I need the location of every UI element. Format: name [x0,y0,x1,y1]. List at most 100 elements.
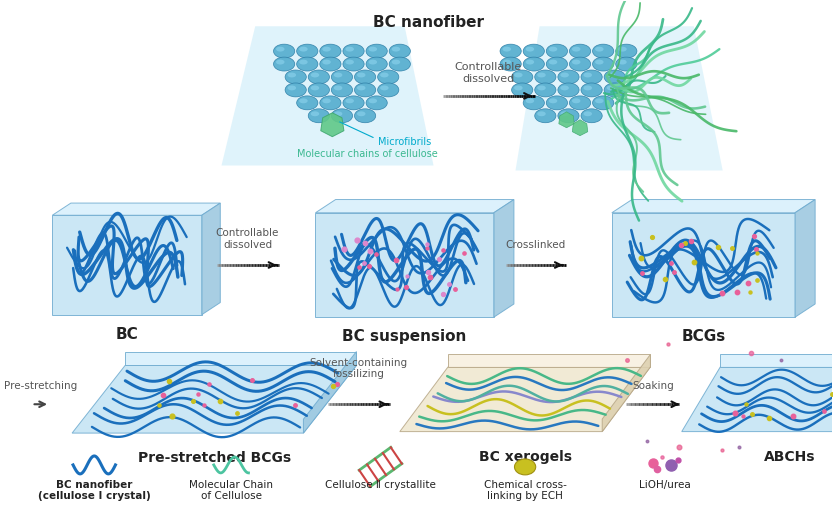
Ellipse shape [355,109,376,123]
Ellipse shape [285,83,307,97]
Text: BC nanofiber
(cellulose Ⅰ crystal): BC nanofiber (cellulose Ⅰ crystal) [37,480,151,501]
Ellipse shape [592,96,614,110]
Text: Pre-stretching: Pre-stretching [3,381,77,391]
Ellipse shape [355,70,376,84]
Ellipse shape [618,47,626,52]
Ellipse shape [581,83,602,97]
Text: Soaking: Soaking [632,381,674,391]
Ellipse shape [392,47,400,52]
Ellipse shape [561,86,569,90]
Ellipse shape [389,57,411,71]
Ellipse shape [320,44,341,58]
Ellipse shape [357,86,366,90]
Ellipse shape [604,70,626,84]
Polygon shape [52,203,220,215]
Text: BC suspension: BC suspension [342,329,466,344]
Ellipse shape [570,57,591,71]
Ellipse shape [311,73,319,77]
Ellipse shape [346,59,354,65]
Polygon shape [612,199,816,213]
Ellipse shape [604,83,626,97]
Ellipse shape [343,57,364,71]
Ellipse shape [514,86,522,90]
Ellipse shape [595,59,604,65]
Ellipse shape [380,73,389,77]
Ellipse shape [308,109,329,123]
Polygon shape [681,367,833,432]
Ellipse shape [561,73,569,77]
Ellipse shape [581,109,602,123]
Ellipse shape [332,83,352,97]
Ellipse shape [297,57,318,71]
Ellipse shape [366,57,387,71]
Ellipse shape [377,70,399,84]
Ellipse shape [334,73,342,77]
Ellipse shape [343,44,364,58]
Ellipse shape [276,59,285,65]
Text: BC xerogels: BC xerogels [479,450,571,463]
Ellipse shape [570,96,591,110]
Ellipse shape [514,73,522,77]
Ellipse shape [355,83,376,97]
Ellipse shape [502,47,511,52]
Ellipse shape [549,47,557,52]
Ellipse shape [523,96,545,110]
Polygon shape [612,213,795,317]
Text: Microfibrils: Microfibrils [377,137,431,147]
Ellipse shape [515,459,536,475]
Polygon shape [303,351,357,433]
Polygon shape [602,355,651,432]
Ellipse shape [299,47,307,52]
Ellipse shape [537,112,546,116]
Ellipse shape [570,44,591,58]
Ellipse shape [595,47,604,52]
Ellipse shape [320,57,341,71]
Ellipse shape [500,57,521,71]
Ellipse shape [616,44,637,58]
Ellipse shape [346,47,354,52]
Ellipse shape [511,70,533,84]
Ellipse shape [308,70,329,84]
Ellipse shape [606,73,615,77]
Ellipse shape [558,70,579,84]
Ellipse shape [389,44,411,58]
Ellipse shape [299,98,307,103]
Text: BCGs: BCGs [681,329,726,344]
Ellipse shape [368,98,377,103]
Ellipse shape [581,70,602,84]
Text: BC: BC [116,327,138,342]
Ellipse shape [572,47,581,52]
Ellipse shape [606,86,615,90]
Ellipse shape [346,98,354,103]
Text: Molecular chains of cellulose: Molecular chains of cellulose [297,149,437,159]
Ellipse shape [558,83,579,97]
Polygon shape [72,366,357,433]
Ellipse shape [546,44,567,58]
Ellipse shape [618,59,626,65]
Polygon shape [316,199,514,213]
Ellipse shape [332,109,352,123]
Ellipse shape [287,86,296,90]
Ellipse shape [535,109,556,123]
Ellipse shape [308,83,329,97]
Text: Crosslinked: Crosslinked [506,240,566,250]
Polygon shape [202,203,220,315]
Ellipse shape [561,112,569,116]
Ellipse shape [549,98,557,103]
Ellipse shape [297,44,318,58]
Ellipse shape [502,59,511,65]
Ellipse shape [526,47,534,52]
Ellipse shape [311,112,319,116]
Ellipse shape [368,47,377,52]
Ellipse shape [322,47,331,52]
Polygon shape [448,355,651,367]
Ellipse shape [357,73,366,77]
Ellipse shape [357,112,366,116]
Text: ABCHs: ABCHs [765,450,816,463]
Ellipse shape [380,86,389,90]
Ellipse shape [572,98,581,103]
Ellipse shape [549,59,557,65]
Text: Controllable
dissolved: Controllable dissolved [455,63,522,84]
Ellipse shape [320,96,341,110]
Polygon shape [316,213,494,317]
